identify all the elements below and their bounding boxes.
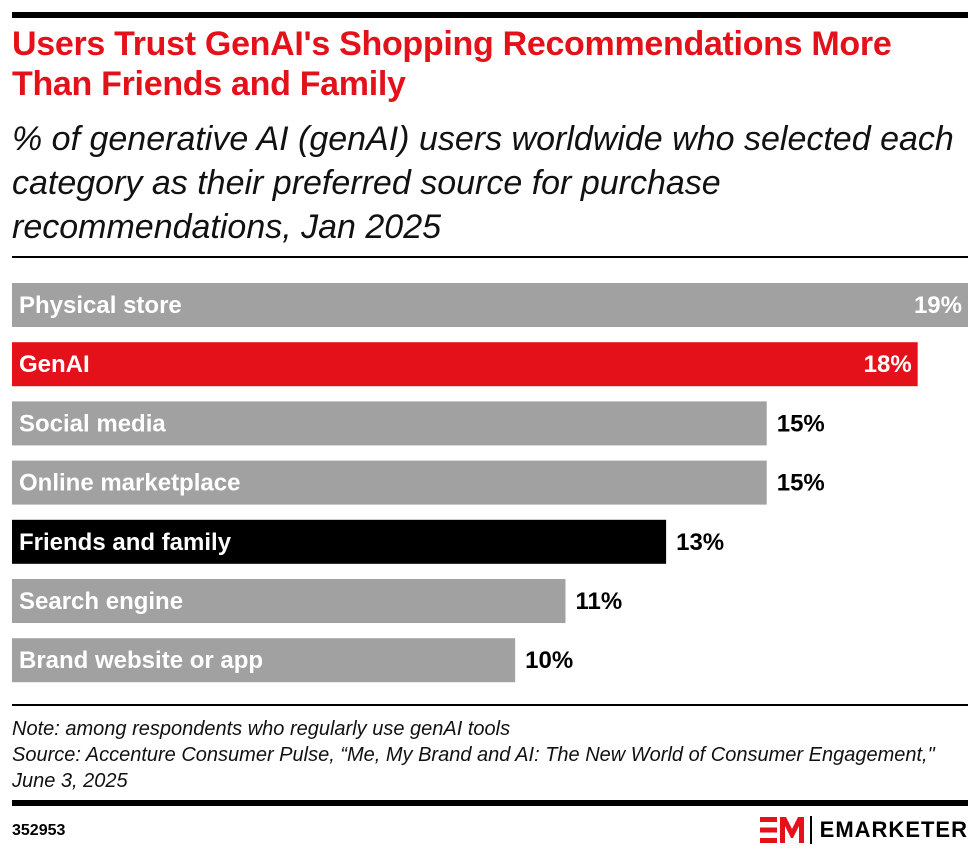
bar-friends-and-family <box>12 519 667 564</box>
category-label: GenAI <box>19 351 90 378</box>
value-label: 15% <box>777 470 825 497</box>
category-label: Search engine <box>19 588 183 615</box>
category-label: Physical store <box>19 292 182 319</box>
value-label: 10% <box>525 647 573 674</box>
brand-name: EMARKETER <box>819 817 968 842</box>
note-text: Note: among respondents who regularly us… <box>12 718 511 740</box>
value-label: 18% <box>864 351 912 378</box>
bar-genai <box>12 342 918 387</box>
header-separator <box>12 256 968 258</box>
emarketer-logo: EMARKETER <box>759 814 968 846</box>
value-label: 13% <box>676 529 724 556</box>
category-label: Online marketplace <box>19 470 240 497</box>
source-text: Source: Accenture Consumer Pulse, “Me, M… <box>12 744 935 792</box>
bottom-rule <box>12 800 968 806</box>
chart-title: Users Trust GenAI's Shopping Recommendat… <box>12 25 892 103</box>
logo-divider <box>809 816 812 844</box>
category-label: Friends and family <box>19 529 232 556</box>
category-label: Brand website or app <box>19 647 263 674</box>
bar-search-engine <box>12 579 566 623</box>
bar-physical-store <box>12 283 968 327</box>
value-label: 15% <box>777 410 825 437</box>
chart-id: 352953 <box>12 822 66 839</box>
footnote: Note: among respondents who regularly us… <box>12 716 968 794</box>
value-label: 19% <box>914 292 962 319</box>
bar-social-media <box>12 401 767 446</box>
em-logo-icon <box>759 817 804 843</box>
category-label: Social media <box>19 410 166 437</box>
chart-subtitle: % of generative AI (genAI) users worldwi… <box>12 120 954 246</box>
top-rule <box>12 12 968 18</box>
footer-separator <box>12 704 968 706</box>
bar-brand-website-or-app <box>12 638 516 683</box>
bar-online-marketplace <box>12 460 767 505</box>
value-label: 11% <box>575 588 622 615</box>
